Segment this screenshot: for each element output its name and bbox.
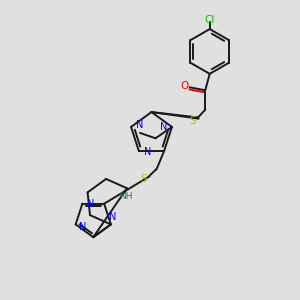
Text: N: N — [80, 222, 87, 233]
Text: N: N — [143, 148, 151, 158]
Text: S: S — [189, 116, 196, 126]
Text: S: S — [141, 174, 147, 184]
Text: N: N — [109, 212, 116, 222]
Text: O: O — [180, 81, 188, 92]
Text: Cl: Cl — [205, 15, 215, 25]
Text: N: N — [136, 120, 143, 130]
Text: NH: NH — [119, 192, 132, 201]
Text: N: N — [160, 122, 167, 132]
Text: N: N — [87, 199, 94, 209]
